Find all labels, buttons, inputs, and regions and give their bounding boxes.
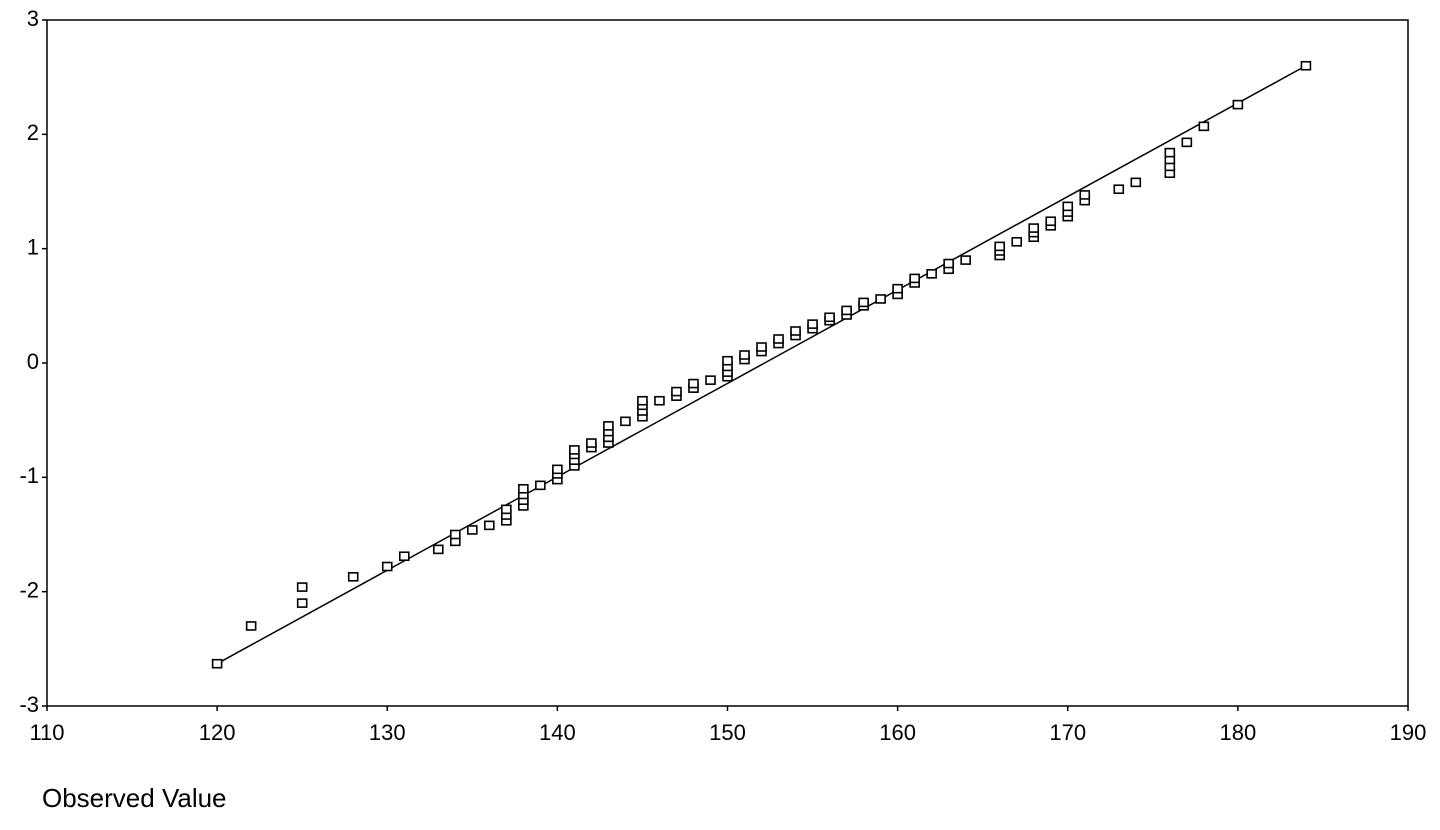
point <box>1232 99 1244 110</box>
y-tick-label: -3 <box>19 692 39 717</box>
point <box>858 297 869 308</box>
point <box>926 269 937 279</box>
point <box>892 283 903 294</box>
y-tick-label: 0 <box>27 349 39 374</box>
point <box>790 326 801 336</box>
point <box>773 334 784 344</box>
point <box>960 255 971 265</box>
point <box>671 386 682 397</box>
x-axis-label: Observed Value <box>42 783 227 813</box>
point <box>943 258 954 269</box>
point <box>1181 137 1193 148</box>
point <box>1079 190 1091 200</box>
point <box>620 416 631 427</box>
x-tick-label: 170 <box>1049 720 1086 745</box>
x-tick-label: 160 <box>879 720 916 745</box>
point <box>1113 184 1125 195</box>
point <box>1011 237 1023 247</box>
x-tick-label: 140 <box>539 720 576 745</box>
point <box>654 395 665 406</box>
x-tick-label: 150 <box>709 720 746 745</box>
point <box>586 438 597 448</box>
point <box>841 305 852 316</box>
y-tick-label: -2 <box>19 577 39 602</box>
point <box>245 621 257 631</box>
x-tick-label: 110 <box>29 720 64 745</box>
point <box>296 582 308 592</box>
point <box>1300 60 1312 71</box>
x-tick-label: 180 <box>1220 720 1257 745</box>
point <box>756 342 767 352</box>
point <box>535 480 546 491</box>
point <box>449 529 461 540</box>
point <box>1045 216 1057 227</box>
point <box>518 483 529 494</box>
point <box>381 561 393 572</box>
y-tick-label: 1 <box>27 234 39 259</box>
point <box>296 598 308 608</box>
point <box>603 421 614 431</box>
point <box>705 375 716 385</box>
point <box>432 544 444 555</box>
reference-line <box>216 65 1307 665</box>
point <box>569 445 580 455</box>
point <box>552 464 563 475</box>
point <box>484 520 495 531</box>
point <box>398 551 410 562</box>
point <box>824 312 835 323</box>
point <box>1028 223 1040 233</box>
point <box>1198 121 1210 132</box>
point <box>1164 147 1176 158</box>
y-tick-label: -1 <box>19 463 39 488</box>
point <box>501 504 512 515</box>
y-tick-label: 3 <box>27 6 39 31</box>
point <box>637 395 648 406</box>
point <box>875 294 886 304</box>
point <box>211 658 223 669</box>
point <box>909 273 920 284</box>
x-tick-label: 190 <box>1390 720 1427 745</box>
point <box>688 378 699 389</box>
point <box>994 241 1006 252</box>
point <box>467 525 478 535</box>
x-tick-label: 130 <box>369 720 406 745</box>
point <box>1062 201 1074 212</box>
point <box>807 319 818 329</box>
point <box>347 572 359 582</box>
x-tick-label: 120 <box>199 720 236 745</box>
point <box>722 355 733 366</box>
point <box>1130 177 1142 188</box>
point <box>739 350 750 360</box>
y-tick-label: 2 <box>27 120 39 145</box>
